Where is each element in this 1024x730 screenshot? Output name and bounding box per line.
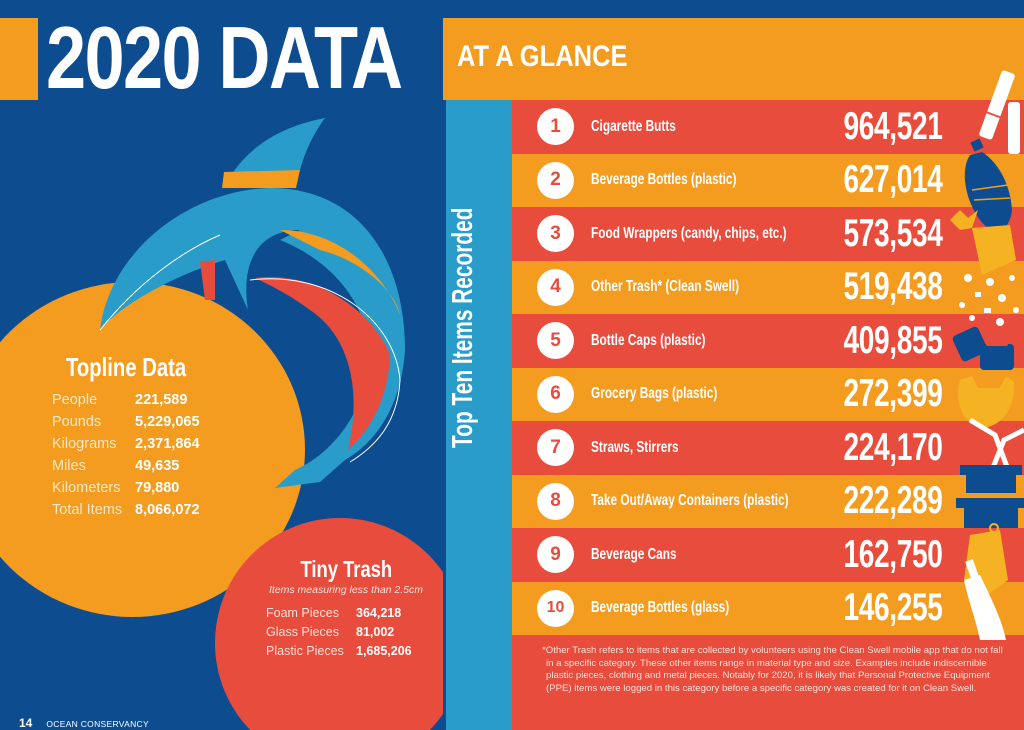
side-label-bar — [443, 100, 512, 730]
topline-title: Topline Data — [66, 352, 187, 382]
tiny-trash: Tiny Trash Items measuring less than 2.5… — [246, 556, 445, 661]
rank-badge: 10 — [537, 589, 574, 627]
list-item: 10 Beverage Bottles (glass) 146,255 — [512, 581, 1024, 635]
item-count: 519,438 — [843, 265, 942, 309]
item-name: Other Trash* (Clean Swell) — [591, 278, 740, 296]
footnote-text: *Other Trash refers to items that are co… — [542, 645, 1003, 694]
page-number: 14 — [19, 716, 33, 730]
item-count: 272,399 — [843, 372, 942, 416]
list-item: 1 Cigarette Butts 964,521 — [512, 100, 1024, 154]
stat-value: 79,880 — [135, 480, 180, 496]
tiny-value: 364,218 — [356, 606, 402, 620]
item-name: Straws, Stirrers — [591, 438, 679, 456]
left-illustration: Topline Data People 221,589 Pounds 5,229,0… — [0, 100, 445, 730]
list-item: 6 Grocery Bags (plastic) 272,399 — [512, 367, 1024, 421]
page-subtitle: AT A GLANCE — [457, 40, 628, 73]
rank-badge: 8 — [537, 482, 574, 520]
tiny-value: 1,685,206 — [356, 644, 412, 658]
stat-value: 8,066,072 — [135, 502, 200, 518]
item-name: Take Out/Away Containers (plastic) — [591, 492, 789, 510]
tiny-row: Glass Pieces 81,002 — [266, 623, 445, 642]
stat-label: Pounds — [52, 414, 102, 430]
rank-badge: 7 — [537, 429, 574, 467]
item-count: 146,255 — [843, 586, 942, 630]
rank-badge: 5 — [537, 322, 574, 360]
rank-badge: 9 — [537, 536, 574, 574]
stat-value: 221,589 — [135, 392, 188, 408]
item-name: Food Wrappers (candy, chips, etc.) — [591, 224, 787, 242]
rank-badge: 2 — [537, 161, 574, 199]
stat-label: People — [52, 392, 98, 408]
rank-badge: 3 — [537, 215, 574, 253]
list-item: 4 Other Trash* (Clean Swell) 519,438 — [512, 260, 1024, 314]
tiny-trash-circle — [215, 518, 445, 730]
list-item: 7 Straws, Stirrers 224,170 — [512, 421, 1024, 475]
stat-value: 2,371,864 — [135, 436, 200, 452]
rank-badge: 4 — [537, 268, 574, 306]
item-count: 573,534 — [843, 211, 942, 255]
tiny-trash-subtitle: Items measuring less than 2.5cm — [268, 584, 424, 596]
top-ten-label: Top Ten Items Recorded — [447, 207, 479, 448]
item-name: Beverage Bottles (plastic) — [591, 171, 737, 189]
stat-value: 5,229,065 — [135, 414, 200, 430]
tiny-label: Glass Pieces — [266, 625, 339, 639]
item-count: 224,170 — [843, 425, 942, 469]
footnote: *Other Trash refers to items that are co… — [512, 635, 1024, 730]
title-block — [38, 14, 443, 102]
tiny-row: Plastic Pieces 1,685,206 — [266, 642, 445, 661]
item-name: Cigarette Butts — [591, 117, 676, 135]
shark-icon — [99, 118, 405, 488]
tiny-label: Plastic Pieces — [266, 644, 344, 658]
item-name: Beverage Bottles (glass) — [591, 599, 730, 617]
organization-name: OCEAN CONSERVANCY — [46, 719, 149, 729]
list-item: 5 Bottle Caps (plastic) 409,855 — [512, 314, 1024, 368]
rank-badge: 6 — [537, 375, 574, 413]
page-title: 2020 DATA — [46, 8, 403, 107]
stat-label: Kilometers — [52, 480, 121, 496]
top-ten-list: 1 Cigarette Butts 964,521 2 Beverage Bottle… — [512, 100, 1024, 730]
stat-row: People 221,589 — [52, 389, 220, 411]
item-count: 162,750 — [843, 532, 942, 576]
tiny-value: 81,002 — [356, 625, 395, 639]
item-count: 222,289 — [843, 479, 942, 523]
page-footer: 14 OCEAN CONSERVANCY — [19, 716, 149, 730]
list-item: 2 Beverage Bottles (plastic) 627,014 — [512, 153, 1024, 207]
list-item: 8 Take Out/Away Containers (plastic) 222,2… — [512, 474, 1024, 528]
tiny-trash-title: Tiny Trash — [300, 556, 392, 582]
stat-label: Kilograms — [52, 436, 117, 452]
item-name: Bottle Caps (plastic) — [591, 331, 706, 349]
list-item: 9 Beverage Cans 162,750 — [512, 528, 1024, 582]
list-item: 3 Food Wrappers (candy, chips, etc.) 573,5… — [512, 207, 1024, 261]
item-count: 964,521 — [843, 104, 942, 148]
stat-label: Total Items — [52, 502, 123, 518]
stat-row: Miles 49,635 — [52, 455, 220, 477]
stat-row: Pounds 5,229,065 — [52, 411, 220, 433]
stat-value: 49,635 — [135, 458, 180, 474]
item-name: Beverage Cans — [591, 545, 677, 563]
item-name: Grocery Bags (plastic) — [591, 385, 718, 403]
item-count: 409,855 — [843, 318, 942, 362]
top-stripe — [0, 0, 1024, 18]
stat-row: Total Items 8,066,072 — [52, 499, 220, 521]
item-count: 627,014 — [843, 158, 942, 202]
tiny-row: Foam Pieces 364,218 — [266, 604, 445, 623]
stat-row: Kilometers 79,880 — [52, 477, 220, 499]
tiny-label: Foam Pieces — [266, 606, 339, 620]
stat-label: Miles — [52, 458, 86, 474]
topline-data: Topline Data People 221,589 Pounds 5,229,0… — [52, 352, 220, 521]
rank-badge: 1 — [537, 108, 574, 146]
stat-row: Kilograms 2,371,864 — [52, 433, 220, 455]
